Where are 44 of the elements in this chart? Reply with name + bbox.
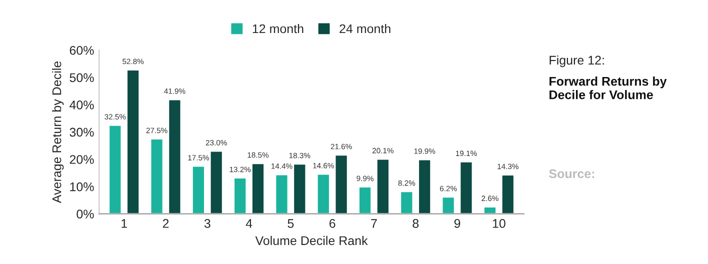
x-tick-label: 8 [412,219,419,228]
x-axis-title: Volume Decile Rank [255,236,368,246]
bar [400,190,414,214]
bar [126,69,140,214]
bar [441,196,456,214]
bar [150,138,164,214]
y-tick-label: 40% [70,100,94,110]
bar [192,165,206,214]
x-tick-label: 4 [246,219,252,228]
bar [418,158,432,214]
y-tick-label: 0% [76,210,94,218]
bar [168,98,182,214]
x-tick-label: 1 [122,219,127,228]
y-tick-label: 30% [70,128,94,137]
bar [334,154,348,214]
source-note: Source: [549,169,594,178]
bar [376,158,390,214]
bar [251,162,265,214]
bar [459,161,474,214]
bar [108,124,122,214]
y-tick-label: 10% [70,182,94,192]
legend-label: 12 month [252,24,304,34]
bar [358,186,372,214]
y-tick-label: 60% [70,46,94,55]
bar [209,150,224,214]
x-tick-label: 5 [288,219,294,228]
x-tick-label: 9 [454,219,460,228]
bar [292,163,307,214]
y-tick-label: 20% [70,155,94,164]
x-tick-label: 10 [492,219,506,228]
x-tick-label: 6 [330,219,336,228]
x-tick-label: 2 [162,219,169,228]
x-tick-label: 3 [204,219,210,228]
y-axis-title: Average Return by Decile [52,61,64,204]
text: Figure 12: [550,55,604,68]
bar [274,174,289,214]
x-tick-label: 7 [371,219,377,228]
bar [500,174,515,214]
bar [483,206,497,214]
bar [233,177,248,214]
y-tick-label: 50% [70,73,94,82]
bar [316,173,330,214]
legend-label: 24 month [340,24,390,34]
text: Forward Returns by Decile for Volume [550,76,667,100]
